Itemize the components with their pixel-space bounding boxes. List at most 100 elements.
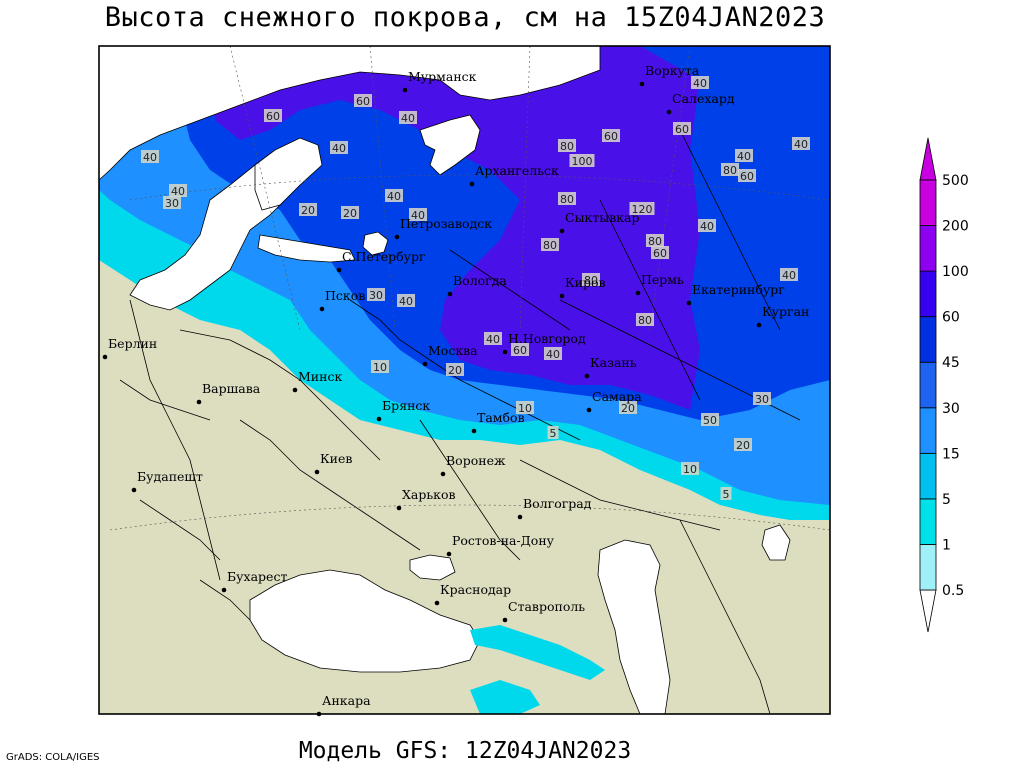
contour-value-box — [516, 401, 534, 414]
legend-swatch — [919, 544, 937, 591]
city-dot — [336, 267, 342, 273]
map-frame — [98, 45, 831, 715]
contour-value-box — [720, 487, 732, 500]
city-dot — [584, 373, 590, 379]
contour-value: 60 — [604, 130, 618, 143]
contour-value: 60 — [356, 95, 370, 108]
legend-level-label: 30 — [942, 401, 960, 417]
contour-value-box — [163, 196, 181, 209]
contour-value-box — [558, 139, 576, 152]
contour-value: 30 — [165, 197, 179, 210]
contour-value-box — [646, 234, 664, 247]
contour-value-box — [721, 163, 739, 176]
contour-value-box — [169, 184, 187, 197]
contour-value: 80 — [560, 140, 574, 153]
legend-swatch — [919, 225, 937, 272]
legend-level-label: 100 — [942, 264, 969, 280]
city-dot — [319, 306, 325, 312]
contour-value-box — [264, 109, 282, 122]
contour-value: 60 — [266, 110, 280, 123]
contour-value-box — [780, 268, 798, 281]
city-dot — [196, 399, 202, 405]
city-label: Вологда — [453, 273, 507, 288]
contour-value-box — [299, 203, 317, 216]
contour-value-box — [701, 413, 719, 426]
contour-value-box — [629, 202, 655, 215]
contour-value: 40 — [401, 112, 415, 125]
city-label: Тамбов — [477, 410, 525, 425]
city-dot — [440, 471, 446, 477]
contour-value: 40 — [693, 77, 707, 90]
legend-level-label: 200 — [942, 219, 969, 235]
city-dot — [447, 291, 453, 297]
contour-value-box — [602, 129, 620, 142]
contour-value-box — [141, 150, 159, 163]
legend-swatch — [919, 452, 937, 500]
contour-value: 5 — [550, 427, 557, 440]
contour-value: 20 — [301, 204, 315, 217]
contour-value-box — [673, 122, 691, 135]
city-label: Ставрополь — [508, 599, 585, 614]
city-dot — [316, 711, 322, 717]
legend-level-label: 45 — [942, 355, 960, 371]
contour-value: 40 — [700, 220, 714, 233]
sea-of-azov — [409, 554, 456, 581]
city-label: Брянск — [382, 398, 430, 413]
legend-swatch — [919, 407, 937, 454]
contour-value-box — [385, 189, 403, 202]
city-label: Киев — [320, 451, 352, 466]
contour-value: 40 — [399, 295, 413, 308]
contour-value-box — [484, 332, 502, 345]
city-dot — [635, 290, 641, 296]
city-dot — [502, 349, 508, 355]
contour-value-box — [541, 238, 559, 251]
contour-value-box — [651, 246, 669, 259]
city-dot — [314, 469, 320, 475]
legend-level-label: 5 — [942, 492, 951, 508]
contour-value: 60 — [653, 247, 667, 260]
city-dot — [446, 551, 452, 557]
contour-value: 10 — [518, 402, 532, 415]
city-label: Волгоград — [523, 496, 592, 511]
city-dot — [686, 300, 692, 306]
city-dot — [559, 228, 565, 234]
contour-value: 50 — [703, 414, 717, 427]
legend-level-label: 500 — [942, 173, 969, 189]
contour-value: 80 — [543, 239, 557, 252]
city-label: Киров — [565, 275, 606, 290]
contour-value: 20 — [448, 364, 462, 377]
city-dot — [394, 234, 400, 240]
contour-value: 40 — [782, 269, 796, 282]
contour-value-box — [371, 360, 389, 373]
contour-value-box — [753, 392, 771, 405]
contour-value: 60 — [675, 123, 689, 136]
contour-value: 80 — [723, 164, 737, 177]
gulf-of-finland — [257, 234, 356, 263]
contour-value: 10 — [373, 361, 387, 374]
contour-value: 80 — [638, 314, 652, 327]
legend-swatch — [919, 270, 937, 318]
contour-value-box — [511, 343, 529, 356]
model-run-label: Модель GFS: 12Z04JAN2023 — [298, 738, 632, 764]
city-dot — [131, 487, 137, 493]
contour-value-box — [636, 313, 654, 326]
contour-value: 60 — [513, 344, 527, 357]
city-dot — [756, 322, 762, 328]
city-label: Екатеринбург — [692, 282, 785, 297]
city-label: Петрозаводск — [400, 216, 492, 231]
country-borders — [119, 129, 801, 714]
contour-value: 20 — [736, 439, 750, 452]
contour-value: 40 — [411, 209, 425, 222]
city-dot — [639, 81, 645, 87]
contour-value-box — [558, 192, 576, 205]
city-label: Берлин — [108, 336, 157, 351]
contour-value: 20 — [343, 207, 357, 220]
legend-swatch — [919, 498, 937, 545]
city-dot — [102, 354, 108, 360]
city-dot — [221, 587, 227, 593]
legend-swatch — [919, 179, 937, 226]
contour-value: 80 — [648, 235, 662, 248]
contour-value-box — [735, 149, 753, 162]
